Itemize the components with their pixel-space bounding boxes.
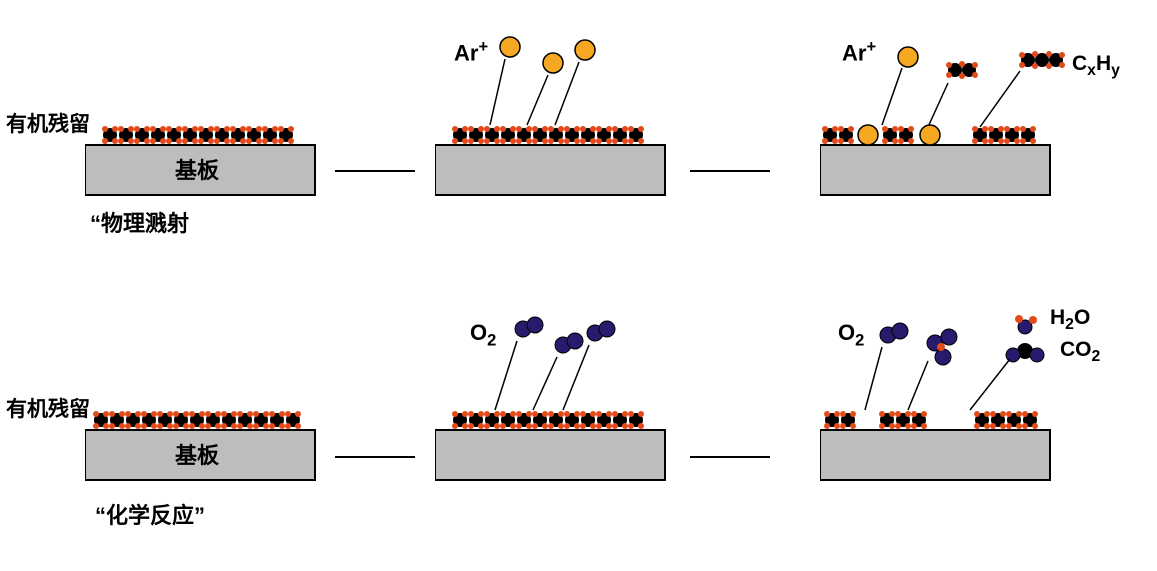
o2-molecule	[555, 333, 583, 353]
ejected-fragment-2	[1019, 51, 1065, 69]
stage-physical-2	[435, 35, 695, 205]
residue-chain-5	[452, 411, 644, 429]
substrate-label-2: 基板	[175, 443, 220, 468]
ar-ion	[898, 47, 918, 67]
stage-chemical-1: 基板	[85, 380, 345, 490]
organic-residue-label-2: 有机残留	[6, 393, 90, 423]
organic-residue-label-1: 有机残留	[6, 108, 90, 138]
residue-chain-6	[824, 411, 1038, 429]
residue-chain-3	[822, 125, 1036, 145]
ar-ion	[500, 37, 520, 57]
residue-chain-4	[93, 411, 301, 429]
co2-molecule	[1006, 343, 1044, 362]
residue-chain-1	[102, 126, 294, 144]
stage-physical-3	[820, 35, 1120, 205]
stage-physical-1: 基板	[85, 95, 345, 205]
ar-ion	[575, 40, 595, 60]
chemical-reaction-caption: “化学反应”	[95, 498, 205, 530]
h2o-molecule	[1015, 315, 1037, 334]
ejected-fragment-1	[946, 61, 978, 79]
stage-chemical-3	[820, 315, 1120, 490]
o2-molecule	[515, 317, 543, 337]
connector-chemical-2-3	[690, 456, 770, 458]
residue-chain-2	[452, 126, 644, 144]
connector-physical-1-2	[335, 170, 415, 172]
product-cluster	[927, 329, 957, 365]
ar-ion	[543, 53, 563, 73]
stage-chemical-2	[435, 315, 695, 490]
o2-molecule	[880, 323, 908, 343]
physical-sputter-caption: “物理溅射	[90, 206, 189, 238]
o2-molecule	[587, 321, 615, 341]
connector-physical-2-3	[690, 170, 770, 172]
connector-chemical-1-2	[335, 456, 415, 458]
substrate-label-1: 基板	[175, 158, 220, 183]
